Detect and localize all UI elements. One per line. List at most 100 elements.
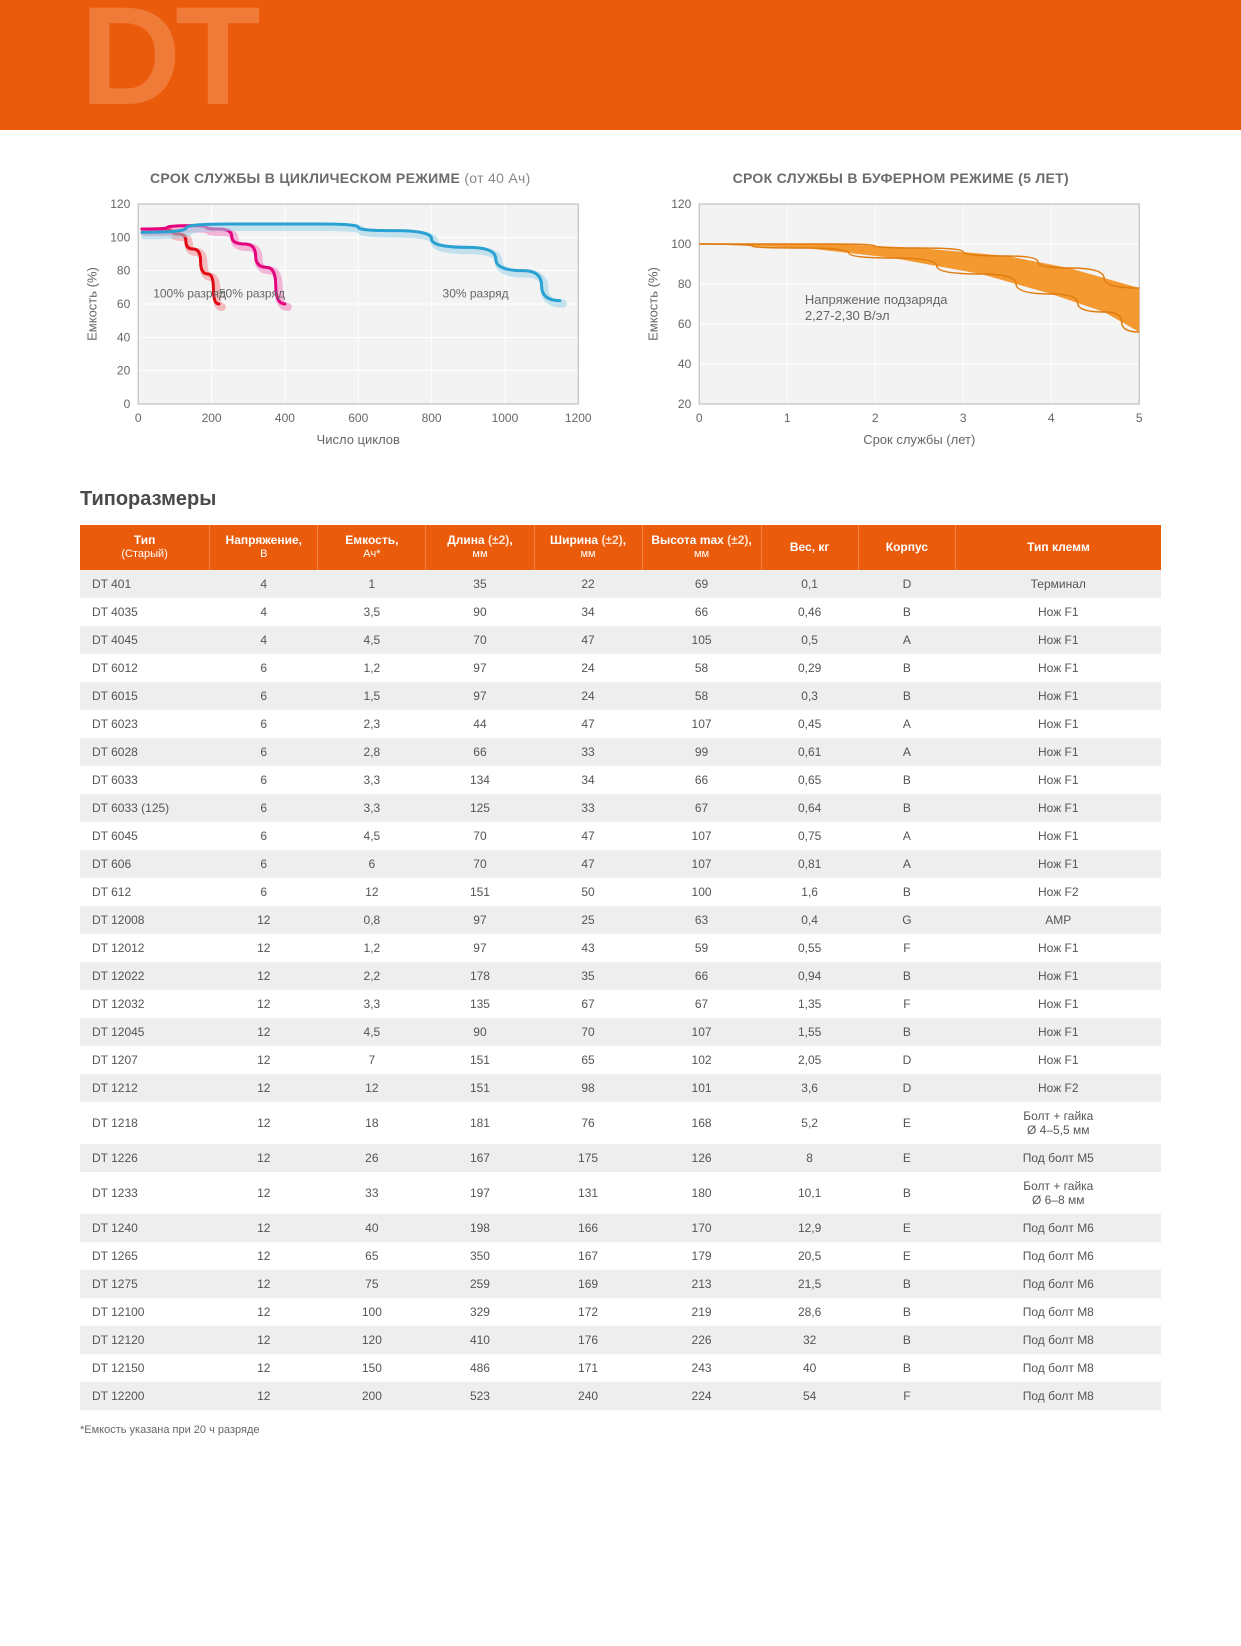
page-content: СРОК СЛУЖБЫ В ЦИКЛИЧЕСКОМ РЕЖИМЕ (от 40 … — [0, 130, 1241, 1466]
table-row: DT 122001220052324022454FПод болт М8 — [80, 1382, 1161, 1410]
table-row: DT 602862,86633990,61AНож F1 — [80, 738, 1161, 766]
svg-text:0: 0 — [135, 411, 142, 425]
table-cell: B — [858, 962, 955, 990]
table-row: DT 6033 (125)63,312533670,64BНож F1 — [80, 794, 1161, 822]
table-cell: 0,29 — [761, 654, 858, 682]
table-cell: 101 — [642, 1074, 761, 1102]
table-cell: Под болт М8 — [956, 1298, 1161, 1326]
table-cell: 58 — [642, 654, 761, 682]
table-cell: 12 — [210, 1298, 318, 1326]
table-cell: DT 12008 — [80, 906, 210, 934]
table-cell: Нож F1 — [956, 710, 1161, 738]
table-row: DT 404544,570471050,5AНож F1 — [80, 626, 1161, 654]
table-cell: 197 — [426, 1172, 534, 1214]
table-cell: Под болт М6 — [956, 1214, 1161, 1242]
table-cell: 102 — [642, 1046, 761, 1074]
table-cell: DT 612 — [80, 878, 210, 906]
svg-text:600: 600 — [348, 411, 368, 425]
table-cell: 70 — [426, 822, 534, 850]
table-cell: 1,55 — [761, 1018, 858, 1046]
table-header-cell: Тип клемм — [956, 525, 1161, 570]
table-cell: 34 — [534, 766, 642, 794]
table-cell: B — [858, 794, 955, 822]
table-cell: E — [858, 1102, 955, 1144]
table-cell: 5,2 — [761, 1102, 858, 1144]
table-cell: 198 — [426, 1214, 534, 1242]
table-cell: Нож F1 — [956, 626, 1161, 654]
table-cell: 4,5 — [318, 822, 426, 850]
table-header-cell: Напряжение,В — [210, 525, 318, 570]
table-header-cell: Емкость,Ач* — [318, 525, 426, 570]
table-section-title: Типоразмеры — [80, 488, 1161, 511]
table-cell: 151 — [426, 1046, 534, 1074]
table-cell: Под болт М8 — [956, 1382, 1161, 1410]
table-cell: DT 12120 — [80, 1326, 210, 1354]
table-cell: 12 — [210, 1172, 318, 1214]
table-cell: 3,3 — [318, 794, 426, 822]
table-cell: 224 — [642, 1382, 761, 1410]
table-cell: 59 — [642, 934, 761, 962]
table-cell: 12 — [318, 1074, 426, 1102]
table-cell: 12 — [210, 1144, 318, 1172]
svg-text:2,27-2,30 В/эл: 2,27-2,30 В/эл — [804, 308, 889, 323]
table-cell: 171 — [534, 1354, 642, 1382]
table-cell: 75 — [318, 1270, 426, 1298]
table-row: DT 12181218181761685,2EБолт + гайкаØ 4–5… — [80, 1102, 1161, 1144]
table-cell: 12 — [210, 1354, 318, 1382]
svg-text:1: 1 — [783, 411, 790, 425]
table-cell: 100 — [318, 1298, 426, 1326]
table-cell: 329 — [426, 1298, 534, 1326]
table-cell: 76 — [534, 1102, 642, 1144]
table-cell: 47 — [534, 822, 642, 850]
table-cell: 12 — [210, 1382, 318, 1410]
table-cell: 33 — [534, 794, 642, 822]
table-cell: 6 — [210, 710, 318, 738]
table-cell: 0,1 — [761, 570, 858, 598]
table-row: DT 601261,29724580,29BНож F1 — [80, 654, 1161, 682]
table-cell: 410 — [426, 1326, 534, 1354]
table-cell: AMP — [956, 906, 1161, 934]
table-cell: 1,35 — [761, 990, 858, 1018]
svg-text:50% разряд: 50% разряд — [219, 286, 285, 300]
table-row: DT 603363,313434660,65BНож F1 — [80, 766, 1161, 794]
table-header-cell: Корпус — [858, 525, 955, 570]
table-cell: 67 — [642, 794, 761, 822]
table-cell: 33 — [318, 1172, 426, 1214]
table-cell: 24 — [534, 654, 642, 682]
table-cell: B — [858, 1018, 955, 1046]
svg-text:800: 800 — [422, 411, 442, 425]
table-cell: D — [858, 570, 955, 598]
chart-buffer-title: СРОК СЛУЖБЫ В БУФЕРНОМ РЕЖИМЕ (5 ЛЕТ) — [641, 170, 1162, 186]
svg-text:100: 100 — [671, 237, 691, 251]
table-cell: 240 — [534, 1382, 642, 1410]
table-cell: 70 — [534, 1018, 642, 1046]
table-cell: DT 4045 — [80, 626, 210, 654]
table-cell: 135 — [426, 990, 534, 1018]
table-cell: 40 — [318, 1214, 426, 1242]
table-row: DT 12045124,590701071,55BНож F1 — [80, 1018, 1161, 1046]
table-cell: 131 — [534, 1172, 642, 1214]
table-cell: 40 — [761, 1354, 858, 1382]
table-cell: Нож F1 — [956, 794, 1161, 822]
table-row: DT 1207127151651022,05DНож F1 — [80, 1046, 1161, 1074]
table-cell: Нож F1 — [956, 682, 1161, 710]
svg-text:Срок службы (лет): Срок службы (лет) — [863, 432, 975, 447]
table-cell: 1,2 — [318, 934, 426, 962]
table-cell: 12 — [210, 1242, 318, 1270]
table-cell: 4 — [210, 598, 318, 626]
table-row: DT 602362,344471070,45AНож F1 — [80, 710, 1161, 738]
table-cell: 151 — [426, 878, 534, 906]
table-cell: 70 — [426, 626, 534, 654]
table-cell: DT 6023 — [80, 710, 210, 738]
table-cell: 100 — [642, 878, 761, 906]
table-cell: Нож F1 — [956, 654, 1161, 682]
chart-buffer-svg: 01234520406080100120Срок службы (лет)Емк… — [641, 198, 1162, 458]
chart-buffer-title-main: СРОК СЛУЖБЫ В БУФЕРНОМ РЕЖИМЕ (5 ЛЕТ) — [733, 170, 1069, 186]
table-cell: B — [858, 1172, 955, 1214]
table-cell: 43 — [534, 934, 642, 962]
chart-cyclic-title-main: СРОК СЛУЖБЫ В ЦИКЛИЧЕСКОМ РЕЖИМЕ — [150, 170, 460, 186]
table-cell: 213 — [642, 1270, 761, 1298]
table-cell: B — [858, 682, 955, 710]
table-cell: 3,6 — [761, 1074, 858, 1102]
table-cell: Нож F1 — [956, 1046, 1161, 1074]
